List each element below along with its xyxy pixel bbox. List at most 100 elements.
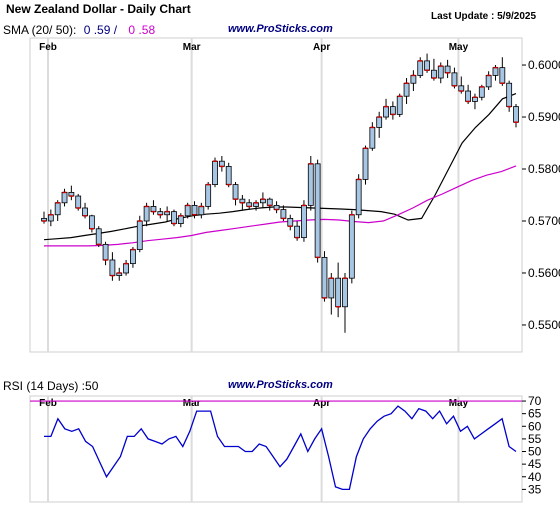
- candle-body: [369, 127, 376, 149]
- candle-body: [212, 160, 218, 186]
- candle: [191, 201, 198, 219]
- candle: [506, 80, 513, 112]
- month-label: Apr: [313, 42, 330, 53]
- candle: [424, 53, 430, 73]
- candle-body: [294, 225, 301, 239]
- candle: [307, 156, 314, 211]
- candle: [458, 76, 465, 94]
- candle-body: [266, 198, 273, 206]
- candle-body: [335, 277, 342, 308]
- candle-body: [136, 220, 143, 250]
- price-watermark: www.ProSticks.com: [228, 23, 333, 35]
- candle: [403, 78, 410, 105]
- candle-body: [485, 75, 492, 88]
- candle-body: [301, 204, 307, 239]
- rsi-y-tick-label: 40: [528, 470, 542, 484]
- candle: [61, 188, 68, 207]
- candle-body: [218, 160, 225, 167]
- candle: [259, 192, 266, 208]
- candle-body: [102, 243, 109, 261]
- candle-body: [417, 60, 424, 76]
- candle: [492, 65, 499, 81]
- month-label: Feb: [39, 42, 57, 53]
- candle-body: [431, 69, 437, 79]
- rsi-month-label: Apr: [313, 398, 330, 409]
- candle: [82, 202, 88, 219]
- sma50-line: [44, 165, 517, 247]
- candle-body: [225, 166, 232, 186]
- candle-body: [82, 207, 88, 217]
- candle-body: [198, 206, 205, 216]
- candle: [431, 58, 437, 81]
- rsi-watermark: www.ProSticks.com: [228, 379, 333, 391]
- candle: [41, 211, 47, 224]
- candle-body: [191, 204, 198, 216]
- candle: [294, 220, 301, 241]
- month-label: May: [449, 42, 469, 53]
- candle-body: [342, 277, 348, 308]
- candle-body: [95, 228, 102, 245]
- candle: [478, 84, 485, 101]
- sma-legend: SMA (20/ 50): 0 .59 / 0 .58: [3, 23, 155, 37]
- candle: [136, 215, 143, 253]
- candle: [321, 251, 328, 302]
- candle: [157, 207, 164, 219]
- candle: [513, 104, 519, 128]
- candle: [232, 182, 239, 206]
- candle-body: [355, 179, 362, 216]
- candle-body: [424, 60, 430, 71]
- candle-body: [451, 72, 458, 87]
- candle-body: [47, 214, 54, 222]
- price-plot-area: [29, 37, 523, 353]
- candle-body: [478, 86, 485, 98]
- candle: [273, 201, 280, 214]
- candle: [499, 57, 506, 86]
- candle: [198, 202, 205, 219]
- rsi-plot-area: [29, 395, 523, 503]
- candle: [348, 210, 355, 284]
- rsi-y-tick-label: 55: [528, 432, 542, 446]
- rsi-label: RSI (14 Days) :50: [3, 379, 99, 393]
- candle: [472, 93, 478, 110]
- candle-body: [109, 259, 116, 276]
- candle: [123, 259, 129, 276]
- candle-body: [376, 116, 383, 128]
- candle-body: [143, 206, 150, 222]
- candle-body: [150, 206, 157, 213]
- rsi-month-label: Feb: [39, 398, 57, 409]
- y-tick-label: 0.6000: [528, 58, 560, 72]
- candle: [376, 111, 383, 138]
- candle-body: [232, 184, 239, 200]
- candle-body: [280, 209, 287, 219]
- candle: [88, 214, 95, 233]
- candle-body: [410, 75, 417, 84]
- candle: [417, 57, 424, 79]
- candle: [369, 122, 376, 151]
- candle: [437, 62, 444, 84]
- candle: [102, 241, 109, 266]
- rsi-month-label: Mar: [183, 398, 201, 409]
- candle: [184, 202, 191, 219]
- candle: [143, 202, 150, 227]
- candle: [205, 182, 212, 210]
- candle: [47, 209, 54, 227]
- candle: [451, 67, 458, 89]
- candle-body: [314, 163, 321, 258]
- last-update: Last Update : 5/9/2025: [431, 11, 537, 22]
- rsi-y-tick-label: 65: [528, 407, 542, 421]
- candle: [218, 156, 225, 172]
- candle-body: [54, 202, 61, 216]
- candle: [335, 262, 342, 318]
- candle: [130, 246, 136, 268]
- sma20-value: 0 .59 /: [83, 23, 118, 37]
- candle: [109, 252, 116, 281]
- candle-body: [348, 214, 355, 279]
- candle-body: [75, 195, 82, 209]
- candle-body: [389, 106, 396, 115]
- sma50-value: 0 .58: [128, 23, 156, 37]
- candle: [253, 200, 259, 211]
- candle: [116, 267, 123, 281]
